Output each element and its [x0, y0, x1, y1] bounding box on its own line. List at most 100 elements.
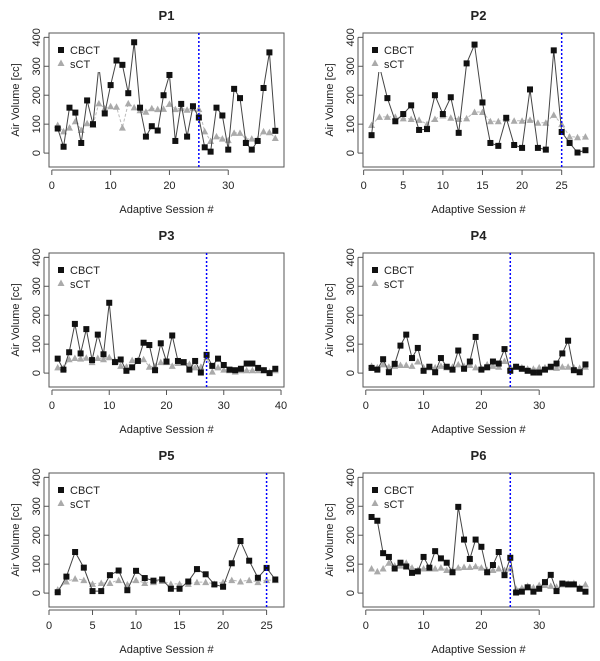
cbct-point: [213, 104, 220, 111]
plot-frame: [48, 472, 285, 608]
chart-title: P3: [159, 228, 175, 243]
sct-point: [230, 129, 238, 136]
sct-point: [212, 132, 220, 140]
cbct-point: [385, 369, 392, 376]
cbct-point: [570, 367, 577, 374]
cbct-point: [542, 146, 549, 153]
cbct-point: [576, 369, 583, 376]
cbct-point: [487, 139, 494, 146]
cbct-point: [255, 364, 262, 371]
cbct-point: [582, 588, 589, 595]
sct-point: [581, 580, 589, 588]
cbct-point: [117, 356, 124, 363]
sct-point: [368, 121, 376, 129]
sct-point: [100, 355, 108, 363]
cbct-point: [220, 583, 227, 590]
y-tick-label: 400: [31, 28, 43, 46]
x-tick-label: 10: [417, 400, 429, 412]
y-tick-label: 300: [345, 57, 357, 75]
sct-point: [553, 364, 561, 371]
cbct-point: [167, 585, 174, 592]
y-axis-label: Air Volume [cc]: [10, 63, 22, 136]
sct-point: [263, 576, 271, 584]
cbct-point: [54, 589, 61, 596]
y-tick-label: 300: [31, 57, 43, 75]
cbct-point: [98, 588, 105, 595]
cbct-line: [57, 539, 276, 593]
cbct-point: [119, 61, 126, 68]
sct-point: [145, 363, 153, 370]
cbct-point: [541, 366, 548, 373]
cbct-point: [201, 144, 208, 151]
cbct-point: [266, 49, 273, 56]
cbct-point: [574, 149, 581, 156]
legend-cbct-label: CBCT: [384, 45, 414, 57]
cbct-point: [449, 366, 456, 373]
cbct-point: [478, 366, 485, 373]
sct-point: [477, 564, 485, 571]
sct-point: [443, 566, 451, 573]
cbct-point: [106, 572, 113, 579]
sct-point: [243, 366, 251, 374]
cbct-point: [72, 549, 79, 556]
cbct-point: [403, 563, 410, 570]
sct-point: [115, 576, 123, 584]
x-tick-label: 20: [160, 400, 172, 412]
cbct-point: [115, 567, 122, 574]
sct-point: [415, 116, 423, 123]
legend-cbct-marker: [372, 47, 378, 53]
x-tick-label: 10: [437, 180, 449, 192]
cbct-point: [125, 90, 132, 97]
cbct-point: [461, 365, 468, 372]
sct-point: [132, 576, 140, 584]
cbct-point: [148, 123, 155, 130]
cbct-point: [107, 82, 114, 89]
cbct-point: [131, 39, 138, 46]
cbct-point: [226, 366, 233, 373]
cbct-point: [133, 567, 140, 574]
x-tick-label: 15: [173, 620, 185, 632]
cbct-point: [123, 367, 130, 374]
sct-point: [208, 368, 216, 375]
sct-point: [383, 113, 391, 120]
legend-sct-marker: [57, 279, 65, 286]
sct-point: [408, 564, 416, 571]
cbct-point: [503, 114, 510, 121]
sct-point: [534, 119, 542, 126]
cbct-point: [479, 99, 486, 106]
sct-point: [518, 117, 526, 124]
cbct-point: [565, 581, 572, 588]
cbct-point: [518, 588, 525, 595]
cbct-point: [159, 576, 166, 583]
cbct-point: [455, 503, 462, 510]
y-tick-label: 400: [31, 468, 43, 486]
cbct-point: [192, 357, 199, 364]
cbct-point: [414, 568, 421, 575]
cbct-point: [54, 125, 61, 132]
x-axis-label: Adaptive Session #: [119, 424, 214, 436]
cbct-point: [541, 579, 548, 586]
cbct-point: [89, 588, 96, 595]
cbct-point: [484, 569, 491, 576]
sct-point: [494, 117, 502, 125]
x-axis-label: Adaptive Session #: [431, 204, 526, 216]
cbct-point: [134, 357, 141, 364]
y-tick-label: 100: [345, 335, 357, 353]
cbct-point: [374, 366, 381, 373]
cbct-point: [66, 349, 73, 356]
cbct-point: [409, 569, 416, 576]
y-axis-label: Air Volume [cc]: [10, 283, 22, 356]
x-tick-label: 0: [49, 400, 55, 412]
cbct-point: [176, 585, 183, 592]
y-tick-label: 400: [345, 248, 357, 266]
cbct-point: [391, 360, 398, 367]
cbct-point: [237, 95, 244, 102]
cbct-point: [254, 137, 261, 144]
sct-point: [124, 99, 132, 107]
cbct-point: [400, 111, 407, 118]
sct-point: [564, 363, 572, 370]
x-tick-label: 5: [400, 180, 406, 192]
sct-point: [472, 363, 480, 371]
sct-point: [471, 108, 479, 116]
sct-point: [154, 105, 162, 113]
